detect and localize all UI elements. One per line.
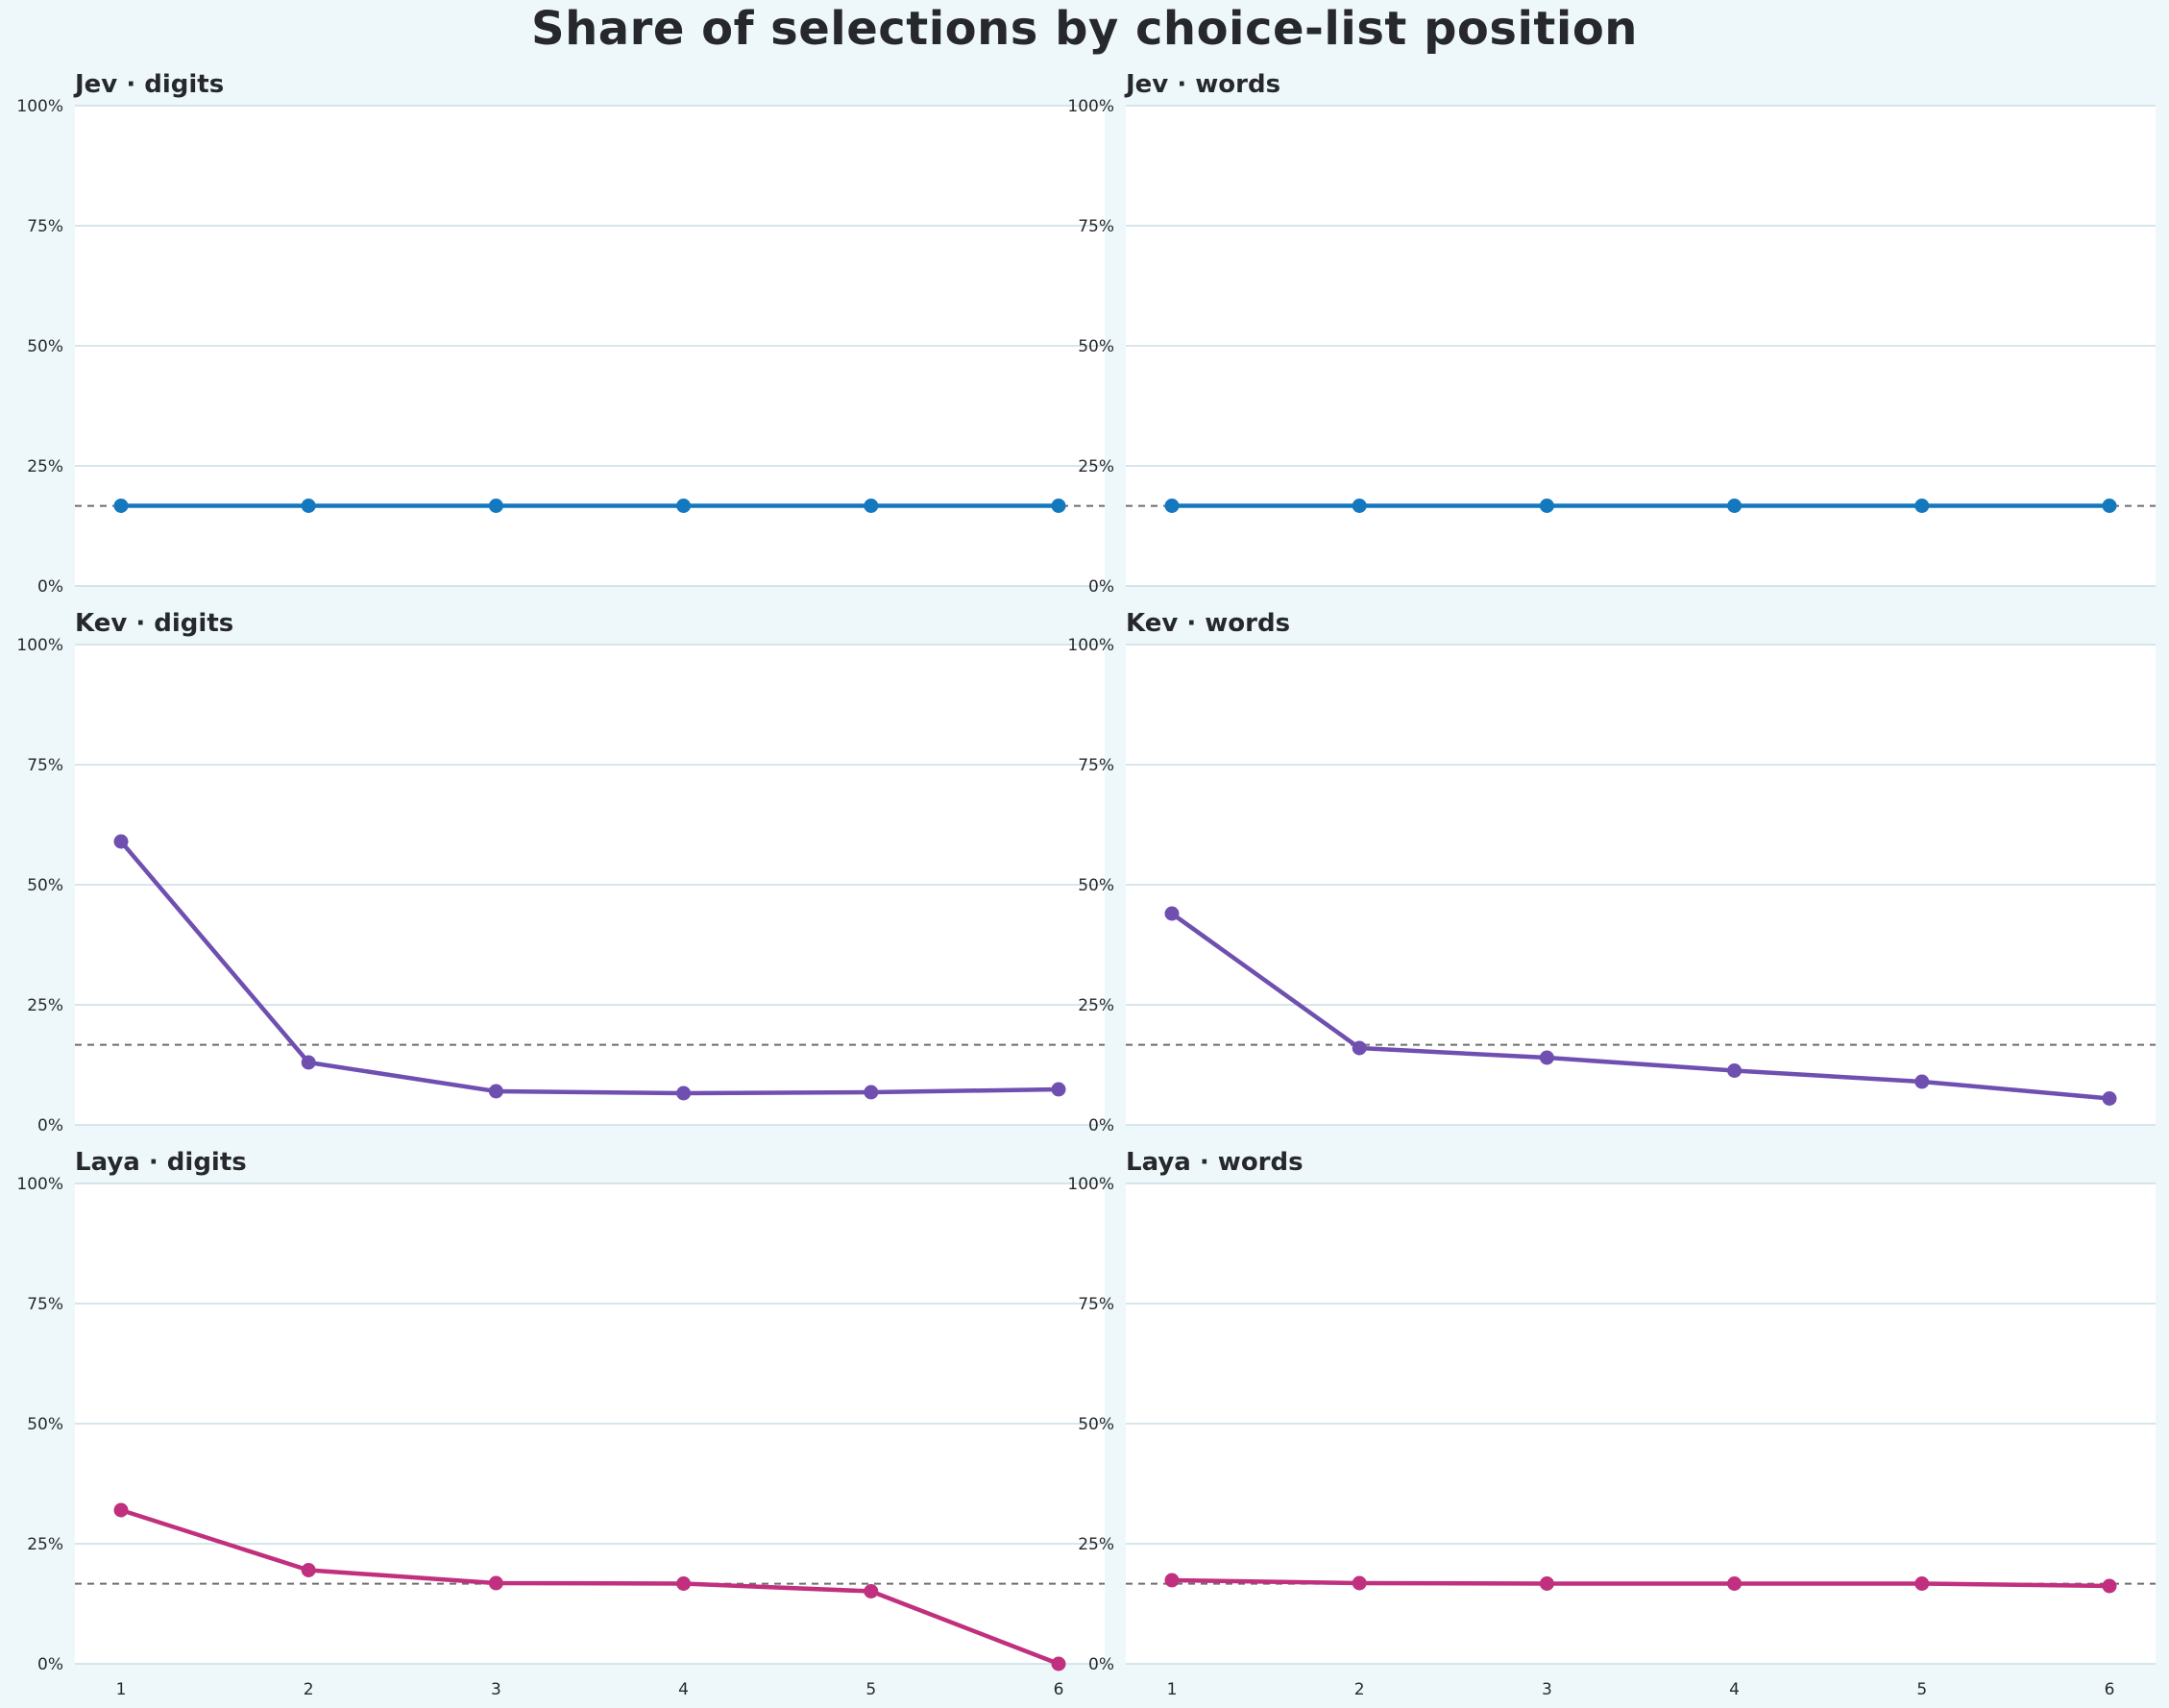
panel-jev-words-data-point [1539, 499, 1554, 513]
panel-kev-digits-data-point [488, 1084, 503, 1099]
panel-jev-words-y-tick-label: 100% [1067, 97, 1114, 116]
panel-kev-words-y-tick-label: 75% [1078, 756, 1114, 775]
panel-kev-words-data-point [1539, 1050, 1554, 1065]
panel-laya-digits-x-tick-label: 3 [491, 1680, 501, 1699]
panel-jev-digits-data-point [864, 499, 879, 513]
panel-kev-words-data-point [2102, 1091, 2117, 1106]
panel-kev-words-y-tick-label: 50% [1078, 876, 1114, 895]
panel-laya-words-x-tick-label: 1 [1167, 1680, 1178, 1699]
panel-laya-words-y-tick-label: 100% [1067, 1175, 1114, 1194]
panel-kev-digits-data-point [301, 1055, 316, 1070]
panel-jev-words-y-tick-label: 0% [1088, 577, 1114, 597]
panel-kev-digits-y-tick-label: 75% [27, 756, 63, 775]
panel-jev-digits-y-tick-label: 75% [27, 217, 63, 236]
chart-title: Share of selections by choice-list posit… [531, 2, 1638, 56]
panel-jev-words-y-tick-label: 75% [1078, 217, 1114, 236]
panel-laya-digits-data-point [488, 1575, 503, 1591]
panel-jev-digits-y-tick-label: 0% [37, 577, 63, 597]
panel-laya-words-y-tick-label: 0% [1088, 1655, 1114, 1674]
panel-laya-digits-title: Laya · digits [75, 1148, 247, 1177]
panel-laya-words-y-tick-label: 75% [1078, 1295, 1114, 1314]
panel-kev-words-series-line [1170, 912, 2110, 1101]
panel-laya-words-data-point [1352, 1575, 1367, 1591]
panel-jev-words-data-point [2102, 499, 2117, 513]
panel-kev-words-y-tick-label: 25% [1078, 996, 1114, 1015]
panel-kev-digits-y-tick-label: 25% [27, 996, 63, 1015]
panel-jev-words-title: Jev · words [1124, 70, 1280, 99]
panel-kev-digits-data-point [864, 1085, 879, 1100]
panel-jev-words-y-tick-label: 25% [1078, 457, 1114, 476]
panel-laya-words-x-tick-label: 5 [1916, 1680, 1927, 1699]
panel-jev-words-data-point [1914, 499, 1930, 513]
panel-laya-digits-x-tick-label: 6 [1054, 1680, 1064, 1699]
panel-laya-words-y-tick-label: 25% [1078, 1535, 1114, 1554]
panel-jev-digits-data-point [1051, 499, 1066, 513]
panel-kev-words-y-tick-label: 100% [1067, 636, 1114, 655]
panel-laya-digits-data-point [113, 1502, 129, 1518]
panel-kev-words-data-point [1727, 1063, 1743, 1078]
panel-kev-words-data-point [1914, 1074, 1930, 1089]
panel-laya-digits-data-point [676, 1576, 692, 1591]
panel-laya-digits-x-tick-label: 5 [865, 1680, 876, 1699]
panel-laya-words-data-point [1914, 1576, 1930, 1591]
panel-kev-digits-title: Kev · digits [75, 609, 233, 638]
panel-laya-digits-y-tick-label: 75% [27, 1295, 63, 1314]
panel-laya-words-x-tick-label: 6 [2105, 1680, 2115, 1699]
panel-kev-words-y-tick-label: 0% [1088, 1116, 1114, 1135]
panel-laya-words-title: Laya · words [1126, 1148, 1304, 1177]
panel-jev-digits-data-point [676, 499, 692, 513]
panel-laya-words-y-tick-label: 50% [1078, 1415, 1114, 1434]
panel-jev-digits-data-point [301, 499, 316, 513]
panel-laya-words-data-point [1164, 1573, 1180, 1588]
panel-laya-digits-x-tick-label: 1 [116, 1680, 127, 1699]
panel-jev-words-data-point [1727, 499, 1743, 513]
panel-jev-digits-y-tick-label: 25% [27, 457, 63, 476]
panel-laya-digits-series-line [120, 1507, 1060, 1667]
panel-jev-words-data-point [1164, 499, 1180, 513]
panel-kev-words-title: Kev · words [1126, 609, 1290, 638]
panel-laya-digits-y-tick-label: 0% [37, 1655, 63, 1674]
panel-laya-words-data-point [2102, 1578, 2117, 1594]
panel-kev-digits-y-tick-label: 100% [16, 636, 63, 655]
panel-jev-digits-y-tick-label: 100% [16, 97, 63, 116]
panel-laya-words-data-point [1539, 1576, 1554, 1591]
panel-laya-digits-data-point [301, 1563, 316, 1577]
panel-laya-words-x-tick-label: 3 [1542, 1680, 1552, 1699]
panel-jev-digits-data-point [113, 499, 129, 513]
panel-laya-words-data-point [1727, 1576, 1743, 1591]
panel-kev-digits-data-point [676, 1086, 692, 1101]
panel-kev-digits-data-point [1051, 1082, 1066, 1097]
panel-laya-words-x-tick-label: 2 [1354, 1680, 1365, 1699]
panel-laya-words-series-line [1171, 1577, 2110, 1589]
panel-kev-digits-data-point [113, 834, 129, 849]
panel-laya-digits-data-point [1051, 1656, 1066, 1671]
panel-jev-digits-data-point [488, 499, 503, 513]
panel-jev-digits-y-tick-label: 50% [27, 337, 63, 356]
panel-kev-digits-series-line [119, 840, 1060, 1096]
panel-jev-digits-title: Jev · digits [73, 70, 224, 99]
panel-laya-digits-y-tick-label: 100% [16, 1175, 63, 1194]
panel-jev-words-y-tick-label: 50% [1078, 337, 1114, 356]
panel-kev-digits-y-tick-label: 0% [37, 1116, 63, 1135]
panel-kev-words-data-point [1164, 906, 1180, 921]
panel-laya-words-x-tick-label: 4 [1729, 1680, 1740, 1699]
panel-jev-words-data-point [1352, 499, 1367, 513]
panel-laya-digits-y-tick-label: 25% [27, 1535, 63, 1554]
panel-laya-digits-x-tick-label: 4 [678, 1680, 689, 1699]
panel-laya-digits-x-tick-label: 2 [304, 1680, 314, 1699]
panel-kev-digits-y-tick-label: 50% [27, 876, 63, 895]
panel-kev-words-data-point [1352, 1040, 1367, 1056]
panel-laya-digits-data-point [864, 1584, 879, 1598]
panel-laya-digits-y-tick-label: 50% [27, 1415, 63, 1434]
